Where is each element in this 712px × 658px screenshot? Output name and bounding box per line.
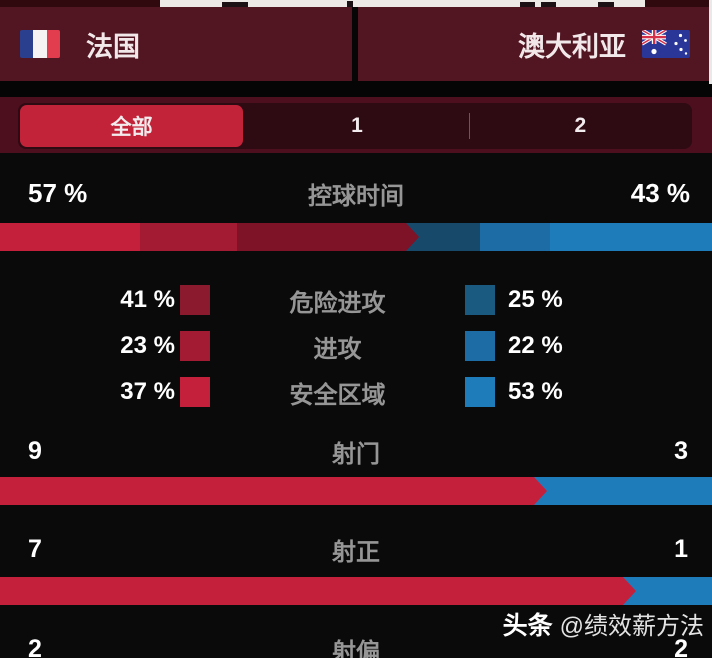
header-separator <box>0 81 712 97</box>
home-value: 23 % <box>120 332 175 359</box>
shots-on-target-bar-home <box>0 577 636 605</box>
shots-on-target-label: 射正 <box>332 538 380 566</box>
shots-on-target-bar-away <box>623 577 712 605</box>
possession-home-value: 57 % <box>28 177 88 208</box>
away-team-name: 澳大利亚 <box>518 31 626 62</box>
cropped-glyph-fragment <box>598 2 614 7</box>
tab-all[interactable]: 全部 <box>20 105 244 147</box>
away-value: 22 % <box>508 332 563 359</box>
stat-row-safe-zone: 37 % 安全区域 53 % <box>0 369 712 415</box>
watermark: 头条 @绩效薪方法 <box>503 606 704 642</box>
tab-first-half[interactable]: 1 <box>245 103 468 149</box>
possession-row: 控球时间 57 % 43 % <box>0 171 712 215</box>
away-color-swatch <box>465 377 495 407</box>
home-color-swatch <box>180 285 210 315</box>
shots-away-value: 3 <box>674 436 688 465</box>
shots-on-target-row: 射正 7 1 <box>0 529 712 569</box>
cropped-glyph-fragment <box>520 2 535 7</box>
away-color-swatch <box>465 331 495 361</box>
possession-away-value: 43 % <box>630 177 690 208</box>
shots-bar <box>0 477 712 505</box>
shots-row: 射门 9 3 <box>0 431 712 471</box>
percent-stats-block: 41 % 危险进攻 25 % 23 % 进攻 22 % 37 % 安全区域 53… <box>0 277 712 415</box>
shots-on-target-bar <box>0 577 712 605</box>
possession-segment-home-3 <box>237 223 419 251</box>
stat-row-dangerous-attacks: 41 % 危险进攻 25 % <box>0 277 712 323</box>
possession-segment-away-2 <box>479 223 550 251</box>
tab-first-half-label: 1 <box>351 114 363 137</box>
cropped-glyph-fragment <box>541 2 556 7</box>
shots-off-target-row: 射偏 2 2 <box>0 629 712 658</box>
stat-row-attacks: 23 % 进攻 22 % <box>0 323 712 369</box>
possession-bar <box>0 223 712 251</box>
period-tab-group: 全部 1 2 <box>18 103 692 149</box>
away-color-swatch <box>465 285 495 315</box>
home-team-header: 法国 <box>0 7 352 81</box>
tab-divider <box>468 113 470 139</box>
france-flag-icon <box>20 30 60 58</box>
away-value: 25 % <box>508 286 563 313</box>
stat-label: 进攻 <box>313 335 362 363</box>
home-team-name: 法国 <box>86 31 140 62</box>
period-tab-band: 全部 1 2 <box>0 97 712 153</box>
stat-label: 安全区域 <box>289 381 386 409</box>
shots-on-target-away-value: 1 <box>674 534 688 563</box>
home-value: 37 % <box>120 378 175 405</box>
right-edge-highlight <box>709 0 712 84</box>
possession-segment-home-2 <box>140 223 238 251</box>
possession-segment-away-3 <box>549 223 712 251</box>
cropped-strip-background <box>160 0 645 7</box>
shots-home-value: 9 <box>28 436 42 465</box>
shots-on-target-home-value: 7 <box>28 534 42 563</box>
shots-off-target-home-value: 2 <box>28 634 42 658</box>
watermark-brand: 头条 <box>502 612 553 640</box>
home-value: 41 % <box>120 286 175 313</box>
watermark-handle: @绩效薪方法 <box>559 613 704 640</box>
shots-off-target-away-value: 2 <box>674 634 688 658</box>
shots-bar-home <box>0 477 547 505</box>
away-value: 53 % <box>508 378 563 405</box>
tab-second-half[interactable]: 2 <box>468 103 692 149</box>
possession-segment-home-1 <box>0 223 141 251</box>
possession-label: 控球时间 <box>308 182 404 210</box>
shots-label: 射门 <box>332 440 380 468</box>
home-color-swatch <box>180 331 210 361</box>
team-header: 法国 澳大利亚 <box>0 7 712 81</box>
shots-bar-away <box>534 477 712 505</box>
header-divider <box>352 7 358 81</box>
tab-all-label: 全部 <box>110 116 153 139</box>
shots-off-target-label: 射偏 <box>332 638 380 658</box>
tab-second-half-label: 2 <box>574 114 587 137</box>
cropped-content-strip <box>0 0 712 7</box>
cropped-glyph-fragment <box>222 2 248 7</box>
cropped-glyph-fragment <box>347 1 353 7</box>
australia-flag-icon <box>642 30 690 58</box>
stat-label: 危险进攻 <box>289 289 386 317</box>
away-team-header: 澳大利亚 <box>358 7 712 81</box>
home-color-swatch <box>180 377 210 407</box>
